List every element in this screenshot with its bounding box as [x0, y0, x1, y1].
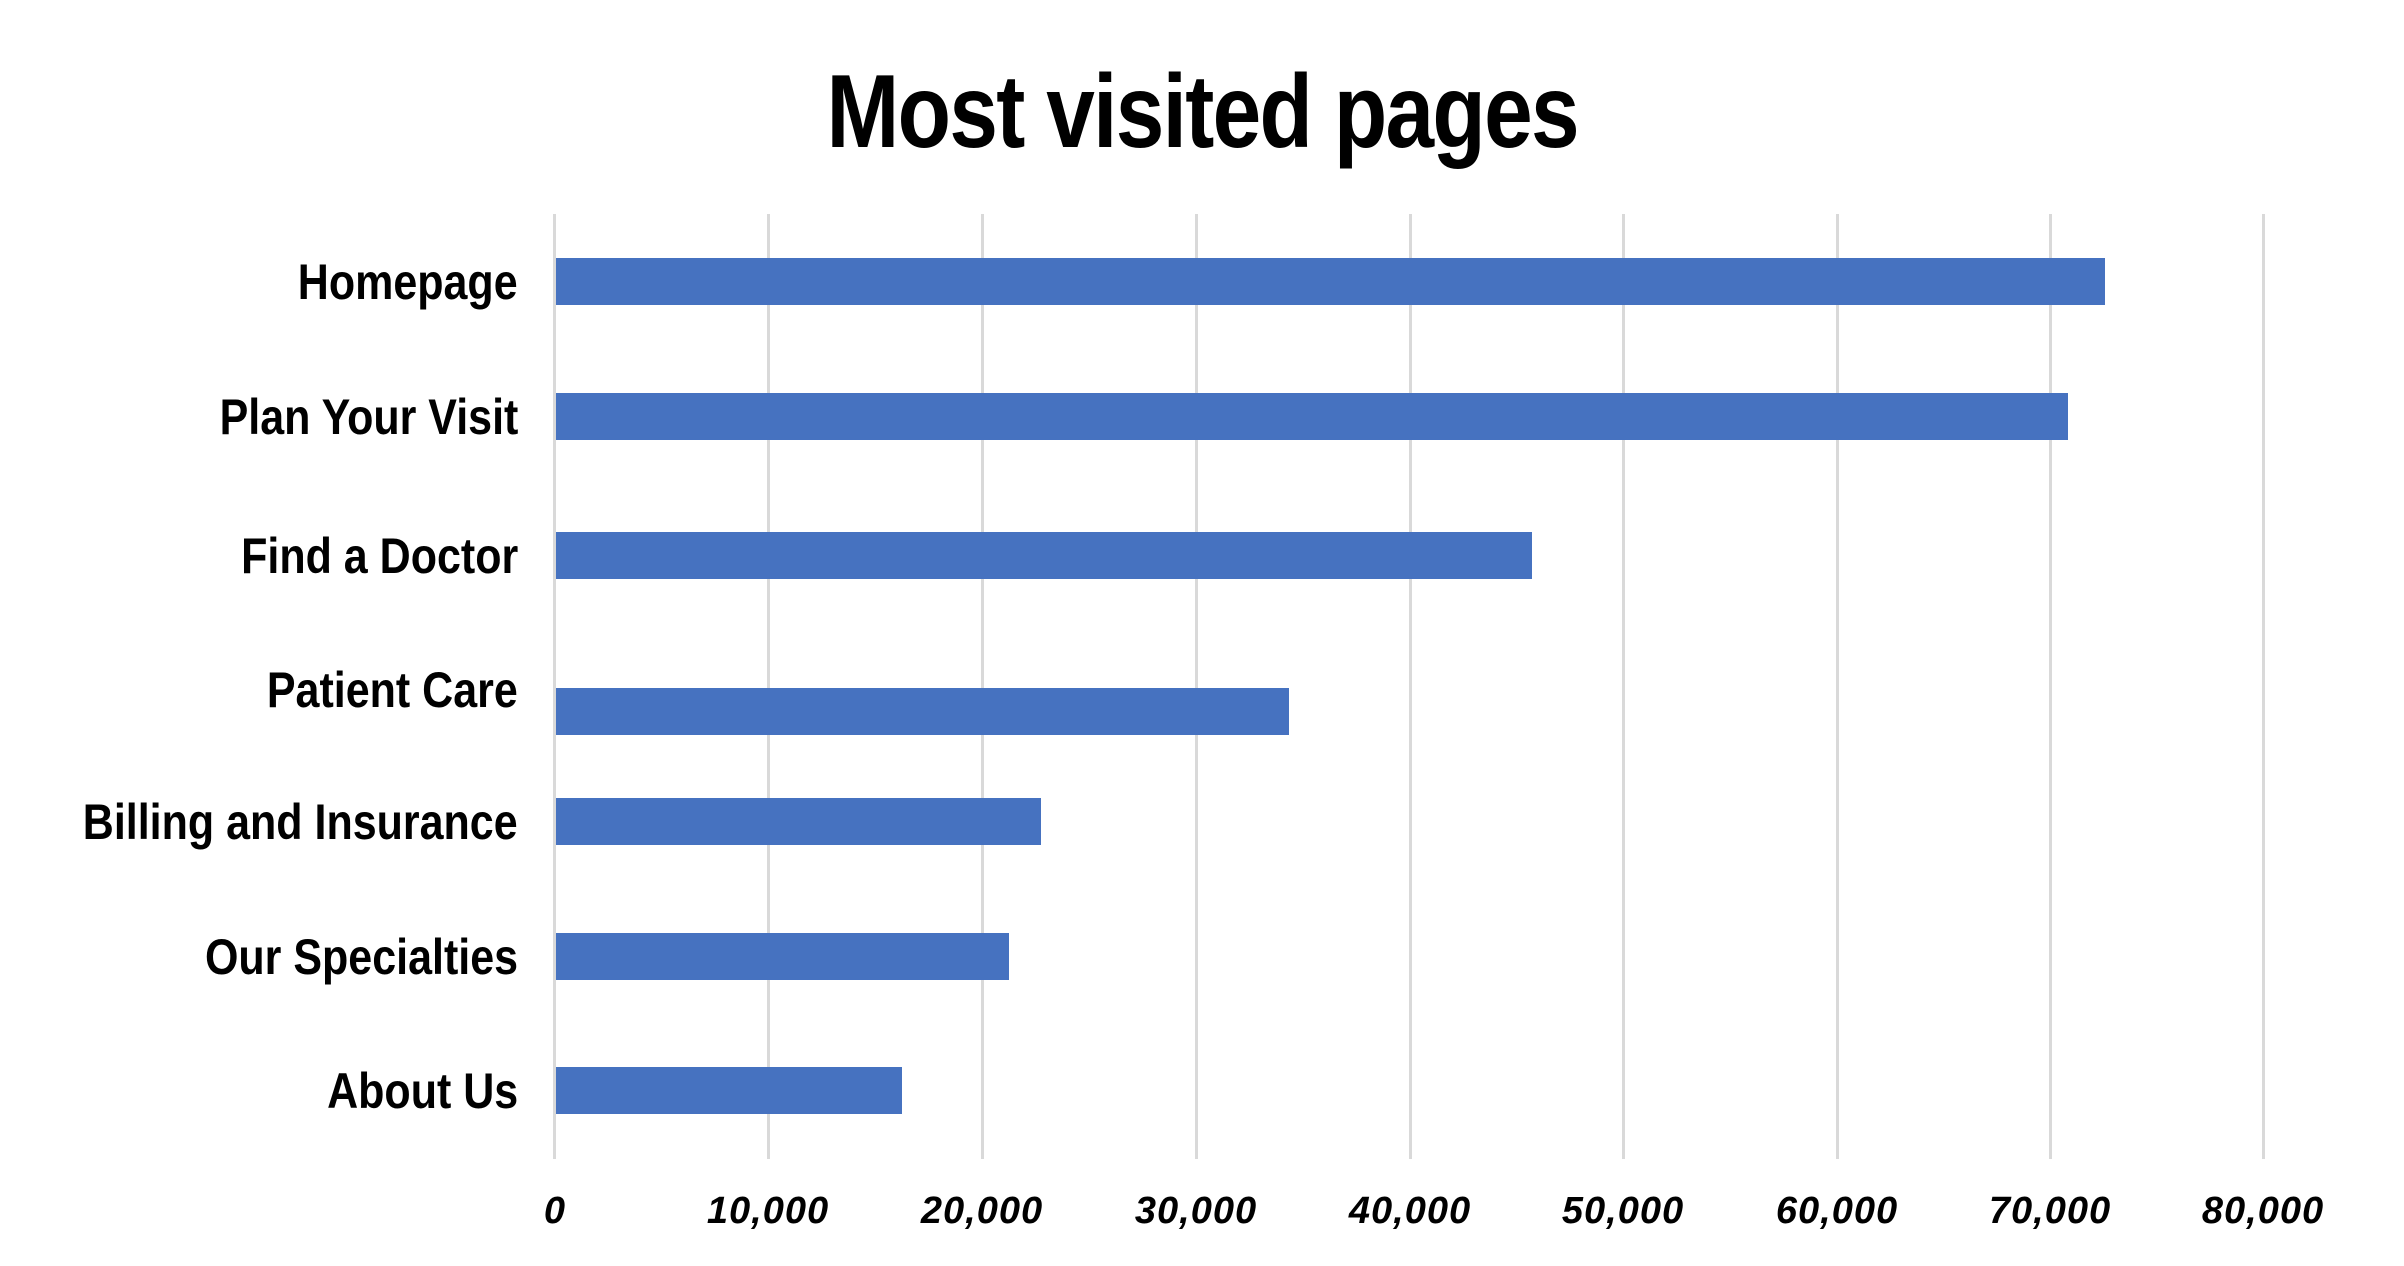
gridline	[2049, 214, 2052, 1159]
gridline	[1409, 214, 1412, 1159]
gridline	[1836, 214, 1839, 1159]
bar-plan-your-visit	[556, 393, 2068, 440]
x-tick-label: 10,000	[706, 1190, 830, 1232]
x-tick-label: 20,000	[920, 1190, 1044, 1232]
category-label: About Us	[326, 1063, 518, 1119]
gridline	[553, 214, 556, 1159]
x-tick-label: 50,000	[1561, 1190, 1685, 1232]
x-tick-label: 40,000	[1348, 1190, 1472, 1232]
bar-find-a-doctor	[556, 532, 1532, 579]
chart-title-text: Most visited pages	[826, 54, 1579, 170]
bar-billing-and-insurance	[556, 798, 1041, 845]
bar-homepage	[556, 258, 2105, 305]
x-tick-label: 0	[543, 1190, 567, 1232]
category-label: Patient Care	[267, 662, 518, 718]
x-tick-label: 70,000	[1988, 1190, 2112, 1232]
category-label: Plan Your Visit	[219, 389, 518, 445]
plot-area	[553, 214, 2265, 1159]
bar-our-specialties	[556, 933, 1009, 980]
gridline	[1195, 214, 1198, 1159]
gridline	[767, 214, 770, 1159]
category-label: Homepage	[298, 254, 518, 310]
x-tick-label: 30,000	[1134, 1190, 1258, 1232]
bar-patient-care	[556, 688, 1289, 735]
category-label: Our Specialties	[204, 929, 518, 985]
category-label: Billing and Insurance	[83, 794, 518, 850]
chart-title: Most visited pages	[0, 52, 2404, 172]
x-tick-label: 80,000	[2201, 1190, 2325, 1232]
x-tick-label: 60,000	[1775, 1190, 1899, 1232]
category-label: Find a Doctor	[240, 528, 518, 584]
gridline	[1622, 214, 1625, 1159]
gridline	[2262, 214, 2265, 1159]
gridline	[981, 214, 984, 1159]
bar-about-us	[556, 1067, 902, 1114]
